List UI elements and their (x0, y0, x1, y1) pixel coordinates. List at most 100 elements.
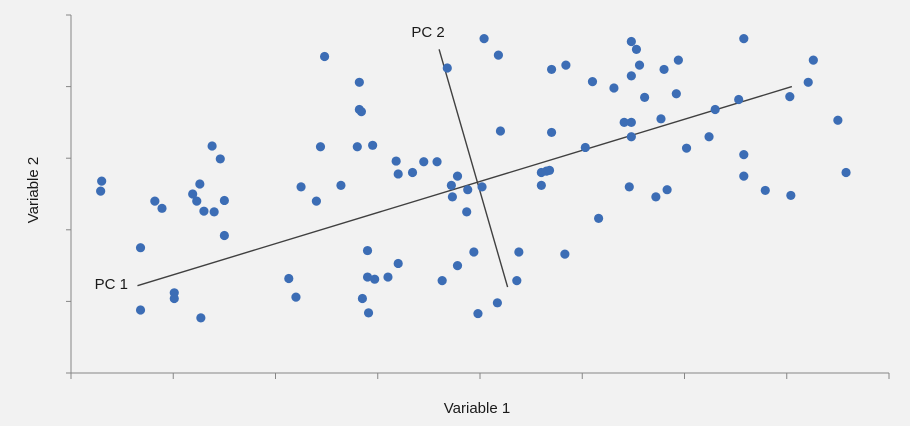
labels: Variable 1 Variable 2 PC 1 PC 2 (25, 24, 510, 417)
data-point (739, 150, 749, 160)
data-point (477, 182, 487, 192)
data-point (734, 94, 744, 105)
data-point (587, 76, 598, 87)
data-point (150, 196, 160, 206)
data-point (135, 243, 146, 253)
data-point (492, 298, 502, 308)
data-point (544, 165, 555, 175)
data-point (192, 196, 202, 206)
pc2-label: PC 2 (411, 24, 444, 41)
data-point (739, 171, 749, 181)
data-point (626, 132, 636, 142)
data-point (291, 292, 301, 302)
data-point (479, 34, 489, 44)
data-point (803, 77, 813, 87)
data-point (841, 167, 851, 178)
data-point (656, 114, 666, 124)
data-point (561, 60, 571, 70)
data-point (536, 180, 546, 191)
data-point (219, 230, 229, 241)
data-point (96, 186, 106, 196)
y-ticks (66, 14, 71, 374)
data-point (352, 142, 362, 152)
pc1-line (137, 85, 793, 287)
data-point (833, 115, 843, 125)
data-point (284, 273, 294, 284)
data-point (546, 64, 557, 75)
data-point (495, 126, 506, 136)
data-point (207, 141, 217, 151)
data-point (393, 169, 403, 179)
data-point (209, 207, 219, 217)
data-point (659, 64, 669, 75)
data-point (215, 154, 225, 164)
data-point (546, 127, 557, 138)
data-point (609, 83, 619, 93)
data-point (391, 156, 401, 166)
data-point (336, 180, 346, 191)
x-axis-label: Variable 1 (444, 400, 510, 417)
data-point (219, 195, 229, 206)
data-point (370, 274, 380, 284)
data-point (157, 203, 167, 213)
data-point (296, 182, 306, 192)
data-point (594, 213, 604, 223)
data-point (354, 77, 364, 87)
data-point (407, 167, 418, 178)
data-point (786, 190, 796, 201)
data-point (311, 196, 321, 206)
data-point (432, 157, 442, 167)
data-point (651, 192, 661, 202)
data-point (452, 261, 463, 271)
data-point (662, 185, 672, 195)
data-point (452, 171, 463, 181)
data-point (419, 157, 429, 167)
pc1-label: PC 1 (95, 276, 128, 293)
data-point (319, 51, 330, 62)
data-points (96, 34, 851, 323)
data-point (356, 107, 366, 117)
data-point (97, 176, 107, 186)
data-point (199, 206, 209, 216)
data-point (357, 293, 368, 304)
data-point (626, 71, 636, 81)
data-point (437, 276, 447, 286)
data-point (135, 305, 146, 315)
y-axis-label: Variable 2 (25, 157, 42, 223)
data-point (619, 117, 629, 127)
data-point (473, 308, 483, 319)
data-point (739, 34, 749, 44)
data-point (631, 44, 642, 54)
data-point (710, 104, 720, 115)
data-point (196, 313, 206, 323)
data-point (760, 185, 770, 196)
data-point (704, 132, 714, 142)
data-point (368, 140, 378, 150)
data-point (785, 92, 795, 102)
data-point (188, 189, 198, 199)
data-point (315, 142, 326, 152)
data-point (681, 143, 692, 153)
data-point (362, 245, 373, 256)
data-point (447, 192, 457, 202)
data-point (580, 142, 590, 153)
data-point (463, 185, 473, 195)
data-point (626, 36, 636, 47)
data-point (469, 247, 479, 257)
data-point (560, 249, 570, 259)
data-point (393, 258, 403, 269)
data-point (493, 50, 504, 60)
data-point (169, 293, 179, 304)
data-point (671, 89, 681, 99)
data-point (462, 207, 472, 217)
data-point (808, 55, 818, 65)
pc2-line (438, 49, 509, 288)
data-point (383, 272, 393, 282)
x-ticks (70, 373, 890, 379)
data-point (195, 179, 205, 189)
data-point (363, 308, 374, 318)
data-point (673, 55, 683, 65)
data-point (446, 180, 456, 191)
principal-component-lines (137, 49, 793, 288)
